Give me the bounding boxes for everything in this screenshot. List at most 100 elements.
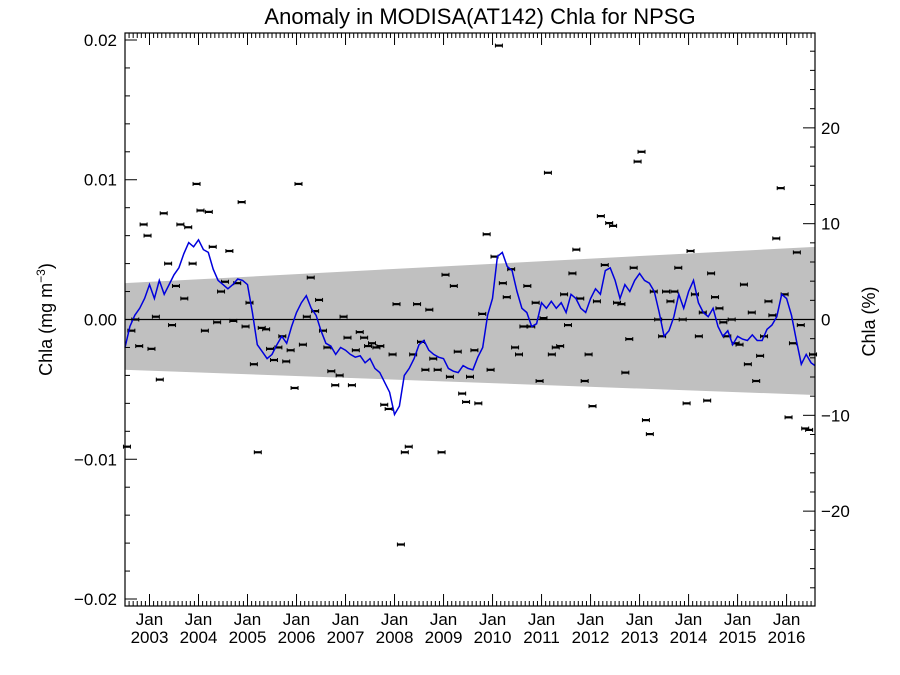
data-point xyxy=(535,378,544,383)
data-point xyxy=(715,306,724,311)
x-tick-label-month: Jan xyxy=(479,610,506,629)
data-point xyxy=(396,542,405,547)
x-tick-label-year: 2015 xyxy=(719,628,757,647)
data-point xyxy=(421,367,430,372)
x-tick-label-month: Jan xyxy=(381,610,408,629)
data-point xyxy=(376,344,385,349)
data-point xyxy=(343,335,352,340)
data-point xyxy=(719,320,728,325)
data-point xyxy=(584,352,593,357)
labels-group: Jan2003Jan2004Jan2005Jan2006Jan2007Jan20… xyxy=(34,4,879,647)
x-tick-label-year: 2016 xyxy=(768,628,806,647)
data-point xyxy=(188,261,197,266)
data-point xyxy=(662,289,671,294)
data-point xyxy=(290,385,299,390)
x-tick-label-month: Jan xyxy=(283,610,310,629)
data-point xyxy=(204,209,213,214)
data-point xyxy=(347,383,356,388)
data-point xyxy=(641,418,650,423)
data-point xyxy=(735,342,744,347)
smoothed-anomaly-line xyxy=(124,238,816,417)
y-axis-label-left-sup: −3 xyxy=(34,269,48,283)
data-point xyxy=(580,378,589,383)
x-tick-label-year: 2010 xyxy=(474,628,512,647)
data-point xyxy=(776,186,785,191)
y-left-tick-label: 0.00 xyxy=(84,311,117,330)
data-point xyxy=(556,344,565,349)
data-point xyxy=(486,367,495,372)
x-tick-label-year: 2013 xyxy=(621,628,659,647)
data-point xyxy=(229,318,238,323)
data-point xyxy=(147,346,156,351)
data-point xyxy=(245,300,254,305)
data-point xyxy=(478,311,487,316)
data-point xyxy=(200,328,209,333)
data-point xyxy=(629,265,638,270)
data-point xyxy=(458,391,467,396)
data-point xyxy=(171,283,180,288)
data-point xyxy=(413,302,422,307)
uncertainty-band xyxy=(125,246,815,395)
data-point xyxy=(184,225,193,230)
data-point xyxy=(600,262,609,267)
data-point xyxy=(433,367,442,372)
data-point xyxy=(678,317,687,322)
data-point xyxy=(196,208,205,213)
data-point xyxy=(135,344,144,349)
data-point xyxy=(617,302,626,307)
data-point xyxy=(306,275,315,280)
data-point xyxy=(364,344,373,349)
data-point xyxy=(560,292,569,297)
data-point xyxy=(315,297,324,302)
chart-title: Anomaly in MODISA(AT142) Chla for NPSG xyxy=(264,4,695,29)
y-right-tick-label: −10 xyxy=(821,406,850,425)
data-point xyxy=(392,302,401,307)
data-point xyxy=(241,324,250,329)
data-point xyxy=(752,378,761,383)
x-tick-label-year: 2007 xyxy=(327,628,365,647)
axes-group xyxy=(124,32,816,607)
data-point xyxy=(523,283,532,288)
data-point xyxy=(568,271,577,276)
data-point xyxy=(470,348,479,353)
data-point xyxy=(168,323,177,328)
y-left-tick-label: 0.01 xyxy=(84,171,117,190)
x-tick-label-year: 2008 xyxy=(376,628,414,647)
data-point xyxy=(453,349,462,354)
data-point xyxy=(743,362,752,367)
data-point xyxy=(400,450,409,455)
data-point xyxy=(682,401,691,406)
data-point xyxy=(764,299,773,304)
data-point xyxy=(351,348,360,353)
data-point xyxy=(502,295,511,300)
data-point xyxy=(208,244,217,249)
data-point xyxy=(384,406,393,411)
y-right-tick-label: 10 xyxy=(821,215,840,234)
data-point xyxy=(515,352,524,357)
data-point xyxy=(707,271,716,276)
data-point xyxy=(605,221,614,226)
data-point xyxy=(747,310,756,315)
y-left-tick-label: −0.01 xyxy=(74,450,117,469)
data-point xyxy=(327,369,336,374)
data-point xyxy=(772,236,781,241)
data-point xyxy=(674,265,683,270)
data-point xyxy=(294,181,303,186)
data-point xyxy=(796,323,805,328)
x-tick-label-month: Jan xyxy=(626,610,653,629)
x-tick-label-year: 2009 xyxy=(425,628,463,647)
data-point xyxy=(180,296,189,301)
monthly-points-group xyxy=(122,43,818,547)
data-point xyxy=(269,358,278,363)
x-tick-label-year: 2014 xyxy=(670,628,708,647)
data-point xyxy=(727,317,736,322)
data-point xyxy=(360,335,369,340)
data-point xyxy=(531,300,540,305)
data-point xyxy=(670,289,679,294)
x-tick-label-month: Jan xyxy=(528,610,555,629)
data-point xyxy=(213,320,222,325)
data-point xyxy=(621,370,630,375)
data-point xyxy=(367,341,376,346)
